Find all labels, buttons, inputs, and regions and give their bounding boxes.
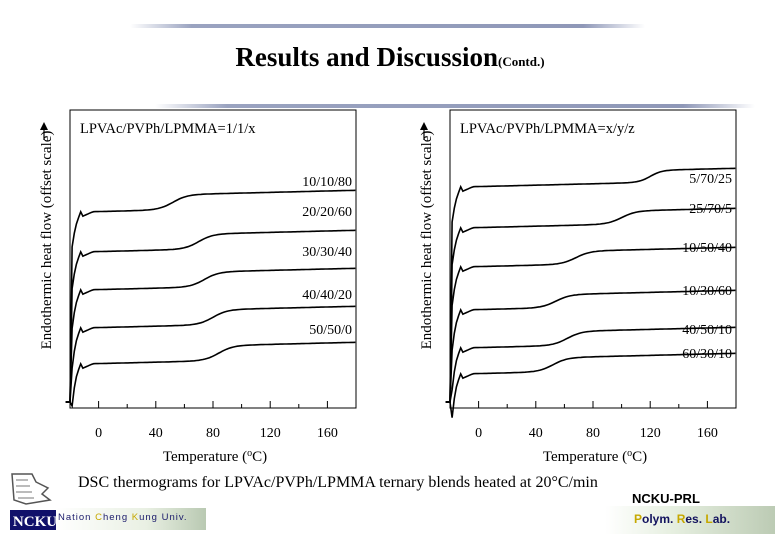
chart-title: LPVAc/PVPh/LPMMA=1/1/x — [80, 121, 256, 137]
x-tick-label: 40 — [529, 426, 543, 441]
title-rule — [155, 104, 755, 108]
series-label: 10/50/40 — [682, 241, 732, 256]
thermogram-curve-50-50-0 — [65, 341, 356, 409]
thermogram-curve-20-20-60 — [65, 229, 356, 403]
top-rule — [130, 24, 645, 28]
series-label: 40/40/20 — [302, 288, 352, 303]
y-axis-label: Endothermic heat flow (offset scale) — [419, 131, 435, 350]
thermogram-curve-5-70-25 — [445, 167, 736, 403]
chart-title: LPVAc/PVPh/LPMMA=x/y/z — [460, 121, 635, 137]
footer-bar-left — [56, 508, 206, 530]
series-label: 40/50/10 — [682, 323, 732, 338]
thermogram-curve-10-50-40 — [445, 246, 736, 403]
series-label: 5/70/25 — [689, 172, 732, 187]
series-label: 50/50/0 — [309, 323, 352, 338]
thermogram-curve-30-30-40 — [65, 267, 356, 403]
y-axis-arrowhead — [420, 122, 428, 130]
x-tick-label: 0 — [475, 426, 482, 441]
lab-name: NCKU-PRL — [632, 491, 700, 506]
thermogram-curve-40-50-10 — [445, 326, 736, 403]
x-tick-label: 80 — [586, 426, 600, 441]
y-axis-arrowhead — [40, 122, 48, 130]
x-tick-label: 0 — [95, 426, 102, 441]
thermogram-curve-40-40-20 — [65, 305, 356, 403]
footer-bar-right — [605, 506, 775, 534]
x-axis-label: Temperature (oC) — [163, 448, 267, 465]
x-tick-label: 120 — [640, 426, 661, 441]
y-axis-label: Endothermic heat flow (offset scale) — [39, 131, 55, 350]
ncku-logo: NCKU — [6, 470, 62, 532]
series-label: 60/30/10 — [682, 347, 732, 362]
x-tick-label: 160 — [317, 426, 338, 441]
thermogram-curve-25-70-5 — [445, 207, 736, 403]
slide-title: Results and Discussion(Contd.) — [235, 42, 545, 72]
logo-text: NCKU — [13, 514, 57, 530]
dsc-chart-left: 0 40 80 120 160 Temperature (oC) Endothermic h… — [39, 109, 357, 465]
series-label: 20/20/60 — [302, 205, 352, 220]
x-tick-label: 80 — [206, 426, 220, 441]
x-tick-label: 40 — [149, 426, 163, 441]
lab-full-name: Polym. Res. Lab. — [634, 512, 731, 526]
x-axis-label: Temperature (oC) — [543, 448, 647, 465]
thermogram-curve-60-30-10 — [445, 352, 736, 418]
series-label: 10/10/80 — [302, 175, 352, 190]
x-tick-label: 160 — [697, 426, 718, 441]
series-label: 10/30/60 — [682, 284, 732, 299]
series-label: 30/30/40 — [302, 245, 352, 260]
thermogram-curve-10-30-60 — [445, 289, 736, 403]
dsc-chart-right: 0 40 80 120 160 Temperature (oC) Endothermic h… — [419, 109, 737, 465]
university-name: Nation Cheng Kung Univ. — [58, 512, 188, 523]
x-tick-label: 120 — [260, 426, 281, 441]
thermogram-curve-10-10-80 — [65, 189, 356, 403]
figure-caption: DSC thermograms for LPVAc/PVPh/LPMMA ter… — [78, 474, 598, 491]
plot-frame — [449, 109, 737, 409]
series-label: 25/70/5 — [689, 202, 732, 217]
